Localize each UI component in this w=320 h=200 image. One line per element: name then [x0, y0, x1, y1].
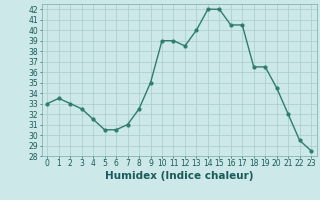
X-axis label: Humidex (Indice chaleur): Humidex (Indice chaleur) [105, 171, 253, 181]
